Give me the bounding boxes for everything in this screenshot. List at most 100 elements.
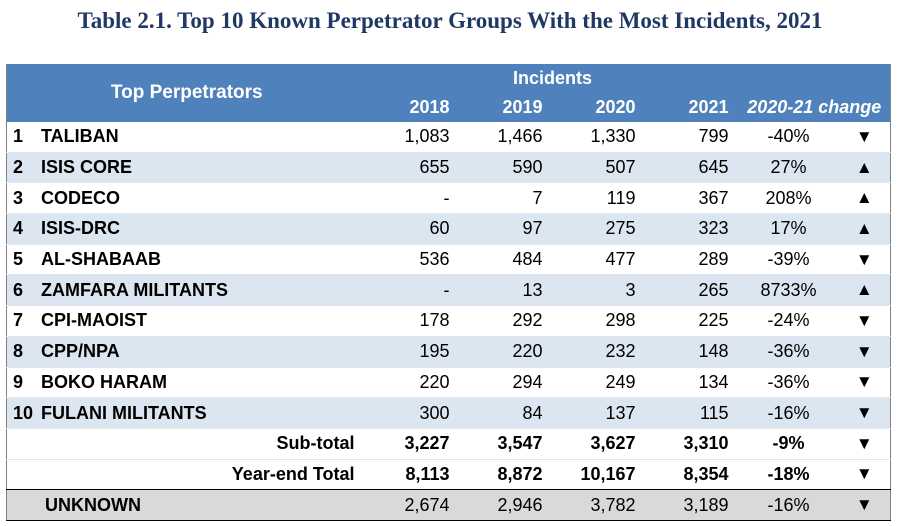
header-row-top: Top Perpetrators Incidents [6, 64, 891, 122]
table-row: 5 AL-SHABAAB 536 484 477 289 -39% ▼ [6, 244, 891, 276]
total-2019: 8,872 [459, 458, 553, 491]
total-change: -18% [738, 458, 839, 491]
total-label: Year-end Total [6, 458, 367, 491]
incidents-2020: 275 [552, 213, 646, 245]
incidents-2018: 178 [366, 305, 460, 337]
change-percent: 27% [738, 152, 839, 184]
change-percent: 8733% [738, 274, 839, 307]
perpetrator-name: AL-SHABAAB [41, 249, 161, 270]
change-percent: -36% [738, 367, 839, 399]
incidents-2021: 799 [645, 122, 739, 153]
rank-number: 5 [13, 249, 24, 270]
rank-number: 4 [13, 218, 24, 239]
header-top-perpetrators: Top Perpetrators [6, 64, 367, 122]
perpetrator-name: CPI-MAOIST [41, 310, 147, 331]
incidents-2018: 536 [366, 244, 460, 276]
rank-number: 9 [13, 371, 24, 392]
table-caption: Table 2.1. Top 10 Known Perpetrator Grou… [77, 8, 823, 33]
incidents-2020: 1,330 [552, 122, 646, 153]
table-row: 8 CPP/NPA 195 220 232 148 -36% ▼ [6, 336, 891, 368]
subtotal-change: -9% [738, 428, 839, 460]
rank-number: 2 [13, 157, 24, 178]
incidents-2021: 225 [645, 305, 739, 337]
table-row: 7 CPI-MAOIST 178 292 298 225 -24% ▼ [6, 305, 891, 337]
incidents-2018: 655 [366, 152, 460, 184]
rank-number: 1 [13, 126, 24, 147]
incidents-2019: 84 [459, 397, 553, 429]
up-arrow-icon: ▲ [838, 182, 891, 215]
perpetrator-name-cell: 9 BOKO HARAM [6, 367, 367, 399]
subtotal-2021: 3,310 [645, 428, 739, 460]
down-arrow-icon: ▼ [838, 458, 891, 491]
perpetrator-name-cell: 10 FULANI MILITANTS [6, 397, 367, 429]
down-arrow-icon: ▼ [838, 367, 891, 399]
down-arrow-icon: ▼ [838, 336, 891, 368]
incidents-2019: 484 [459, 244, 553, 276]
year-end-total-row: Year-end Total 8,113 8,872 10,167 8,354 … [6, 458, 891, 491]
down-arrow-icon: ▼ [838, 428, 891, 460]
rank-number: 8 [13, 341, 24, 362]
incidents-2018: 60 [366, 213, 460, 245]
change-percent: -24% [738, 305, 839, 337]
perpetrator-table: Top Perpetrators Incidents 2018 2019 202… [6, 64, 892, 521]
header-row-years: 2018 2019 2020 2021 2020-21 change [7, 92, 891, 122]
incidents-2021: 148 [645, 336, 739, 368]
rank-number: 3 [13, 187, 24, 208]
incidents-2021: 367 [645, 182, 739, 215]
incidents-2019: 294 [459, 367, 553, 399]
perpetrator-name: FULANI MILITANTS [41, 402, 207, 423]
perpetrator-name: BOKO HARAM [41, 371, 167, 392]
up-arrow-icon: ▲ [838, 152, 891, 184]
incidents-2020: 507 [552, 152, 646, 184]
incidents-2019: 220 [459, 336, 553, 368]
incidents-2018: 1,083 [366, 122, 460, 153]
table-row: 9 BOKO HARAM 220 294 249 134 -36% ▼ [6, 367, 891, 399]
table-row: 1 TALIBAN 1,083 1,466 1,330 799 -40% ▼ [6, 122, 891, 153]
incidents-2020: 137 [552, 397, 646, 429]
total-2018: 8,113 [366, 458, 460, 491]
unknown-2019: 2,946 [459, 489, 553, 521]
incidents-2021: 645 [645, 152, 739, 184]
incidents-2020: 477 [552, 244, 646, 276]
header-incidents: Incidents [366, 64, 739, 92]
table-row: 3 CODECO -7 119 367 208% ▲ [6, 182, 891, 215]
incidents-2019: 1,466 [459, 122, 553, 153]
incidents-2018: 300 [366, 397, 460, 429]
incidents-2020: 232 [552, 336, 646, 368]
total-2020: 10,167 [552, 458, 646, 491]
rank-number: 7 [13, 310, 24, 331]
incidents-2020: 249 [552, 367, 646, 399]
incidents-2019: 292 [459, 305, 553, 337]
perpetrator-name-cell: 6 ZAMFARA MILITANTS [6, 274, 367, 307]
incidents-2018: - [366, 182, 460, 215]
incidents-2020: 119 [552, 182, 646, 215]
table-row: 10 FULANI MILITANTS 300 84 137 115 -16% ▼ [6, 397, 891, 429]
perpetrator-name: CODECO [41, 187, 121, 208]
perpetrator-name-cell: 5 AL-SHABAAB [6, 244, 367, 276]
perpetrator-name: ISIS-DRC [41, 218, 121, 239]
incidents-2019: 97 [459, 213, 553, 245]
incidents-2021: 323 [645, 213, 739, 245]
change-percent: -40% [738, 122, 839, 153]
subtotal-label: Sub-total [6, 428, 367, 460]
incidents-2021: 134 [645, 367, 739, 399]
incidents-2018: - [366, 274, 460, 307]
header-blank [738, 64, 891, 92]
perpetrator-name-cell: 8 CPP/NPA [6, 336, 367, 368]
change-percent: -16% [738, 397, 839, 429]
unknown-2020: 3,782 [552, 489, 646, 521]
change-percent: 208% [738, 182, 839, 215]
header-year-2019: 2019 [459, 92, 553, 122]
incidents-2020: 3 [552, 274, 646, 307]
total-2021: 8,354 [645, 458, 739, 491]
incidents-2018: 195 [366, 336, 460, 368]
down-arrow-icon: ▼ [838, 489, 891, 521]
unknown-change: -16% [738, 489, 839, 521]
down-arrow-icon: ▼ [838, 397, 891, 429]
subtotal-2019: 3,547 [459, 428, 553, 460]
table-row: 6 ZAMFARA MILITANTS -13 3 265 8733% ▲ [6, 274, 891, 307]
subtotal-2020: 3,627 [552, 428, 646, 460]
table-row: 2 ISIS CORE 655 590 507 645 27% ▲ [6, 152, 891, 184]
up-arrow-icon: ▲ [838, 213, 891, 245]
change-percent: 17% [738, 213, 839, 245]
